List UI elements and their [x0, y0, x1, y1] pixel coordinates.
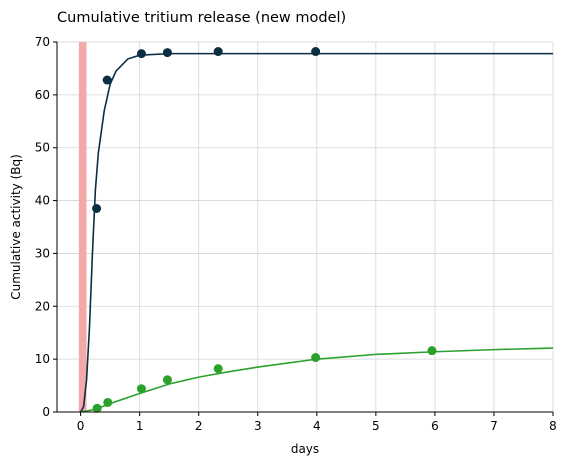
y-tick-label: 60	[35, 88, 50, 102]
data-point	[311, 353, 321, 363]
x-tick-label: 4	[313, 419, 321, 433]
data-point	[136, 49, 146, 59]
series-line	[79, 52, 553, 413]
x-tick-label: 1	[136, 419, 144, 433]
y-tick-label: 10	[35, 352, 50, 366]
y-tick-label: 30	[35, 246, 50, 260]
data-point	[162, 375, 172, 385]
data-point	[427, 346, 437, 356]
data-point	[136, 384, 146, 394]
data-point	[311, 47, 321, 57]
data-point	[102, 75, 112, 85]
x-tick-label: 0	[77, 419, 85, 433]
y-tick-label: 50	[35, 141, 50, 155]
y-tick-label: 70	[35, 35, 50, 49]
x-tick-label: 5	[372, 419, 380, 433]
x-tick-label: 2	[195, 419, 203, 433]
chart-title: Cumulative tritium release (new model)	[57, 10, 346, 26]
data-point	[213, 364, 223, 374]
x-tick-label: 7	[490, 419, 498, 433]
y-tick-label: 20	[35, 299, 50, 313]
x-tick-label: 3	[254, 419, 262, 433]
y-axis-label: Cumulative activity (Bq)	[9, 154, 23, 300]
data-point	[213, 47, 223, 57]
x-axis-label: days	[291, 442, 319, 456]
data-point	[92, 403, 102, 413]
y-tick-label: 40	[35, 194, 50, 208]
y-tick-label: 0	[42, 405, 50, 419]
data-point	[103, 397, 113, 407]
x-tick-label: 6	[431, 419, 439, 433]
highlight-span	[78, 42, 87, 412]
x-tick-label: 8	[549, 419, 557, 433]
data-point	[162, 48, 172, 58]
data-point	[92, 204, 102, 213]
